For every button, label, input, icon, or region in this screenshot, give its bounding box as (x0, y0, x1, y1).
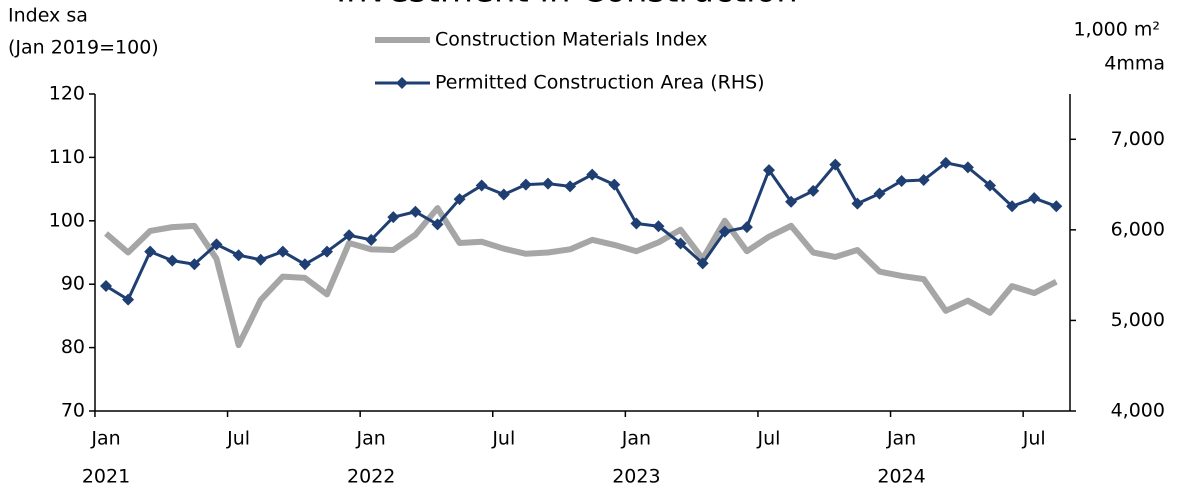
x-year-label: 2022 (347, 466, 395, 488)
x-tick-label: Jul (1022, 428, 1046, 450)
marker (166, 254, 179, 267)
legend-label: Construction Materials Index (435, 29, 707, 51)
marker (497, 188, 510, 201)
marker (1006, 200, 1019, 213)
marker (652, 220, 665, 233)
marker (100, 280, 112, 293)
marker (674, 237, 687, 250)
marker (718, 225, 731, 238)
marker (961, 161, 974, 174)
marker (188, 258, 201, 271)
marker (321, 245, 333, 258)
x-tick-label: Jul (757, 428, 781, 450)
marker (542, 177, 554, 190)
marker (873, 187, 886, 200)
y-tick-label: 90 (61, 273, 85, 295)
marker (343, 229, 356, 242)
x-tick-label: Jan (886, 428, 916, 450)
x-tick-label: Jul (491, 428, 515, 450)
marker (829, 158, 842, 171)
marker (895, 174, 908, 187)
marker (144, 245, 157, 258)
y-tick-label: 100 (49, 209, 85, 231)
marker (696, 257, 709, 270)
marker (586, 168, 599, 181)
y2-tick-label: 4,000 (1111, 400, 1165, 422)
x-tick-label: Jul (226, 428, 250, 450)
y2-axis-label: 4mma (1104, 53, 1165, 75)
marker (564, 180, 577, 193)
marker (431, 218, 444, 231)
marker (276, 245, 289, 258)
marker (1028, 192, 1041, 205)
marker (409, 205, 422, 218)
y2-tick-label: 5,000 (1111, 309, 1165, 331)
y2-axis-label: 1,000 m² (1073, 19, 1160, 41)
marker (807, 184, 820, 197)
legend-label: Permitted Construction Area (RHS) (435, 72, 765, 94)
y2-tick-label: 6,000 (1111, 218, 1165, 240)
marker (939, 156, 952, 169)
series-line (104, 205, 1058, 349)
marker (387, 211, 400, 224)
y-tick-label: 120 (49, 83, 85, 105)
marker (453, 193, 466, 206)
x-tick-label: Jan (356, 428, 386, 450)
x-year-label: 2024 (877, 466, 925, 488)
marker (210, 238, 223, 251)
marker (608, 178, 621, 191)
y-tick-label: 70 (61, 400, 85, 422)
x-year-label: 2023 (612, 466, 660, 488)
marker (232, 249, 245, 262)
y-tick-label: 80 (61, 336, 85, 358)
y-tick-label: 110 (49, 146, 85, 168)
legend-marker (396, 77, 408, 89)
marker (763, 164, 775, 177)
marker (519, 178, 532, 191)
marker (122, 293, 135, 306)
marker (785, 195, 798, 208)
x-year-label: 2021 (82, 466, 130, 488)
marker (984, 179, 996, 192)
y-axis-label: Index sa (8, 5, 88, 27)
x-tick-label: Jan (621, 428, 651, 450)
chart-title: Investment in Construction (336, 0, 798, 11)
marker (630, 217, 643, 230)
marker (740, 221, 753, 234)
marker (254, 253, 267, 266)
marker (365, 233, 378, 246)
marker (917, 174, 930, 187)
marker (475, 179, 488, 192)
marker (1050, 200, 1063, 213)
x-tick-label: Jan (90, 428, 120, 450)
y2-tick-label: 7,000 (1111, 128, 1165, 150)
marker (851, 197, 864, 210)
marker (298, 258, 311, 271)
y-axis-label: (Jan 2019=100) (8, 37, 159, 59)
